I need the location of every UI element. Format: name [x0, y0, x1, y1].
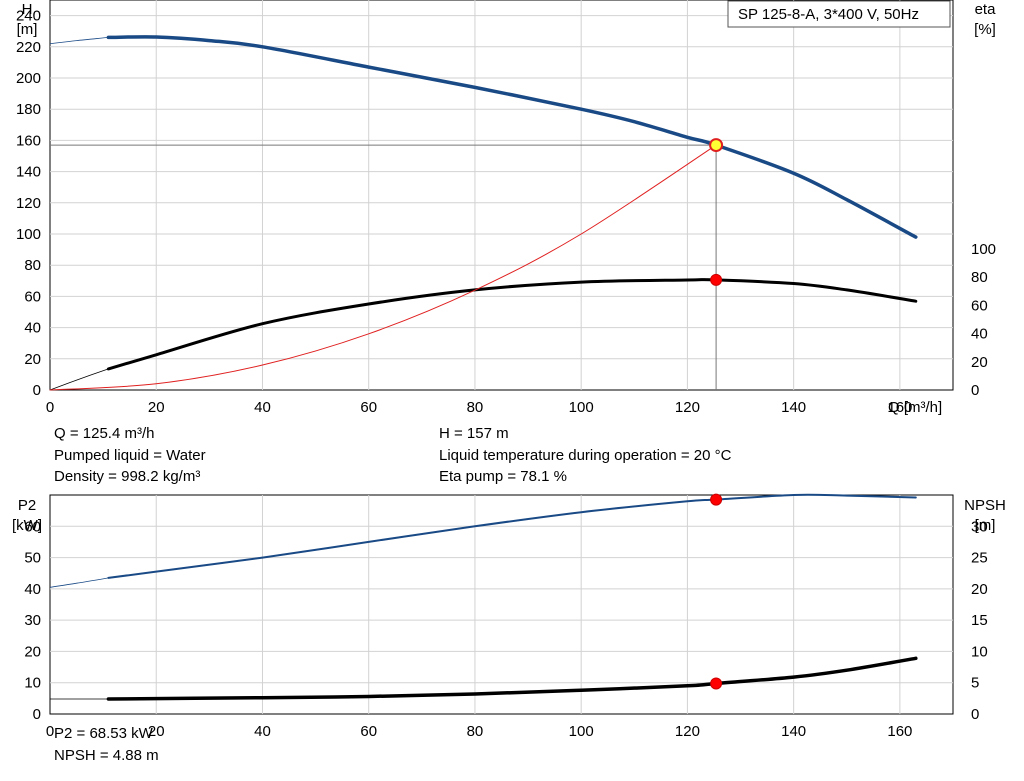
x-tick-label: 80 [467, 399, 484, 416]
system-curve-curve [49, 144, 717, 391]
y-right-axis-label: NPSH [964, 497, 1006, 514]
p2-readout: P2 = 68.53 kW [54, 725, 153, 742]
power-curve [107, 493, 917, 579]
duty-info-left: Q = 125.4 m³/h Pumped liquid = Water Den… [54, 423, 206, 488]
y-left-tick-label: 200 [16, 70, 41, 87]
liquid-temperature-readout: Liquid temperature during operation = 20… [439, 446, 732, 464]
x-tick-label: 40 [254, 723, 271, 740]
x-tick-label: 0 [46, 399, 54, 416]
x-tick-label: 140 [781, 399, 806, 416]
y-left-tick-label: 100 [16, 226, 41, 243]
y-right-axis-unit: [m] [975, 517, 996, 534]
x-tick-label: 100 [569, 723, 594, 740]
x-tick-label: 40 [254, 399, 271, 416]
y-left-tick-label: 220 [16, 39, 41, 56]
density-readout: Density = 998.2 kg/m³ [54, 468, 201, 485]
head-duty-marker [709, 138, 724, 153]
y-left-tick-label: 40 [24, 320, 41, 337]
plot-frame [49, 494, 954, 715]
y-right-tick-label: 25 [971, 550, 988, 567]
y-left-tick-label: 80 [24, 257, 41, 274]
y-left-tick-label: 50 [24, 550, 41, 567]
y-left-tick-label: 20 [24, 351, 41, 368]
npsh-curve [106, 656, 918, 701]
y-left-tick-label: 140 [16, 164, 41, 181]
y-right-tick-label: 100 [971, 241, 996, 258]
y-left-axis-label: H [22, 1, 33, 18]
plot-frame [49, 0, 954, 391]
npsh-duty-marker [710, 677, 723, 690]
y-right-tick-label: 30 [971, 518, 988, 535]
y-right-tick-label: 20 [971, 581, 988, 598]
y-left-tick-label: 60 [24, 288, 41, 305]
y-left-axis-unit: [kW] [12, 517, 42, 534]
y-left-tick-label: 0 [33, 382, 41, 399]
y-right-tick-label: 40 [971, 326, 988, 343]
y-right-axis-label: eta [975, 1, 997, 18]
power-extrapolated-line [49, 577, 109, 588]
x-tick-label: 160 [887, 723, 912, 740]
y-right-tick-label: 15 [971, 612, 988, 629]
y-left-tick-label: 240 [16, 8, 41, 25]
head-readout: H = 157 m [439, 425, 509, 442]
efficiency-duty-marker [710, 273, 723, 286]
chart-title: SP 125-8-A, 3*400 V, 50Hz [738, 6, 919, 23]
pumped-liquid-readout: Pumped liquid = Water [54, 446, 206, 464]
power-npsh-panel: 0 20 40 60 80 100 120 140 160 0 10 20 30 40 50 60 0 5 10 15… [12, 493, 1006, 740]
x-tick-label: 20 [148, 399, 165, 416]
y-left-tick-label: 60 [24, 518, 41, 535]
x-tick-label: 120 [675, 399, 700, 416]
x-tick-label: 160 [887, 399, 912, 416]
duty-info-right: H = 157 m Liquid temperature during oper… [439, 423, 731, 488]
y-right-tick-label: 20 [971, 354, 988, 371]
y-right-tick-label: 60 [971, 297, 988, 314]
y-right-tick-label: 0 [971, 706, 979, 723]
npsh-readout: NPSH = 4.88 m [54, 746, 159, 764]
flow-readout: Q = 125.4 m³/h [54, 425, 155, 442]
x-tick-label: 60 [360, 399, 377, 416]
y-right-tick-label: 10 [971, 643, 988, 660]
y-left-tick-label: 120 [16, 195, 41, 212]
x-tick-label: 100 [569, 399, 594, 416]
efficiency-curve [106, 278, 918, 371]
efficiency-extrapolated-line [49, 368, 109, 391]
x-tick-label: 60 [360, 723, 377, 740]
y-right-tick-label: 0 [971, 382, 979, 399]
y-left-tick-label: 40 [24, 581, 41, 598]
head-efficiency-panel: 0 20 40 60 80 100 120 140 160 0 20 40 60 80 100 120 140 1… [16, 0, 996, 416]
head-curve [106, 35, 918, 239]
y-right-axis-unit: [%] [974, 21, 996, 38]
title-box [727, 0, 951, 28]
x-tick-label: 140 [781, 723, 806, 740]
y-left-tick-label: 0 [33, 706, 41, 723]
y-left-tick-label: 30 [24, 612, 41, 629]
y-left-tick-label: 180 [16, 101, 41, 118]
eta-pump-readout: Eta pump = 78.1 % [439, 468, 567, 485]
y-right-tick-label: 80 [971, 269, 988, 286]
y-left-tick-label: 160 [16, 132, 41, 149]
power-info: P2 = 68.53 kW NPSH = 4.88 m [54, 723, 159, 766]
y-left-axis-label: P2 [18, 497, 36, 514]
x-tick-label: 0 [46, 723, 54, 740]
head-extrapolated-line [49, 37, 109, 45]
x-tick-label: 120 [675, 723, 700, 740]
y-left-tick-label: 10 [24, 675, 41, 692]
x-tick-label: 20 [148, 723, 165, 740]
y-right-tick-label: 5 [971, 675, 979, 692]
y-left-tick-label: 20 [24, 643, 41, 660]
y-left-axis-unit: [m] [17, 21, 38, 38]
power-duty-marker [710, 493, 723, 506]
x-tick-label: 80 [467, 723, 484, 740]
x-axis-label: Q [m³/h] [888, 399, 942, 416]
